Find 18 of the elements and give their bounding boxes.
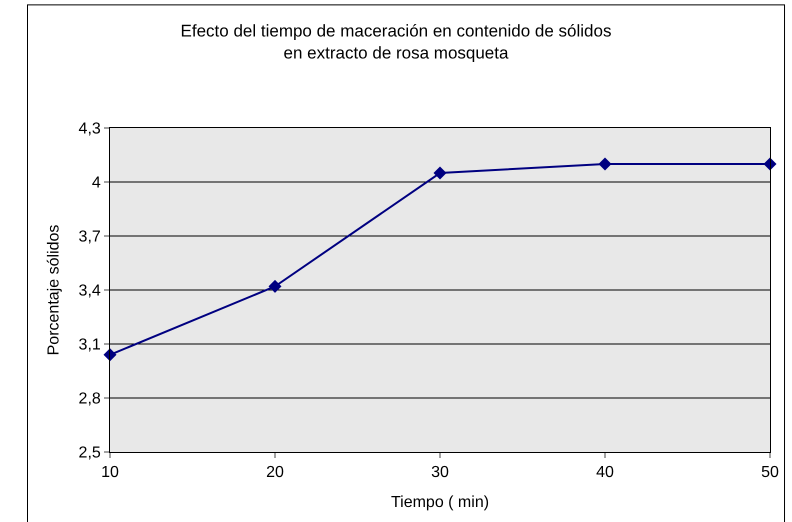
x-tick-label: 30 bbox=[431, 464, 449, 482]
y-tick-label: 4 bbox=[92, 174, 101, 192]
y-tick-label: 4,3 bbox=[78, 120, 101, 138]
point bbox=[598, 158, 612, 170]
y-tick-label: 3,1 bbox=[78, 336, 101, 354]
y-tick-label: 3,7 bbox=[78, 228, 101, 246]
x-tick-label: 40 bbox=[596, 464, 614, 482]
chart-title: Efecto del tiempo de maceración en contenido de sólidos en extracto de rosa mosqueta bbox=[180, 22, 612, 63]
point bbox=[268, 280, 282, 293]
point bbox=[434, 166, 446, 180]
y-tick-label: 3,4 bbox=[78, 282, 101, 300]
y-axis-title: Porcentaje sólidos bbox=[45, 224, 62, 356]
y-tick-label: 2,5 bbox=[78, 444, 101, 462]
x-tick-label: 50 bbox=[761, 464, 779, 482]
y-tick-label: 2,8 bbox=[78, 390, 101, 408]
x-tick-label: 10 bbox=[101, 464, 119, 482]
x-tick-label: 20 bbox=[266, 464, 284, 482]
x-axis-title: Tiempo ( min) bbox=[390, 494, 490, 511]
